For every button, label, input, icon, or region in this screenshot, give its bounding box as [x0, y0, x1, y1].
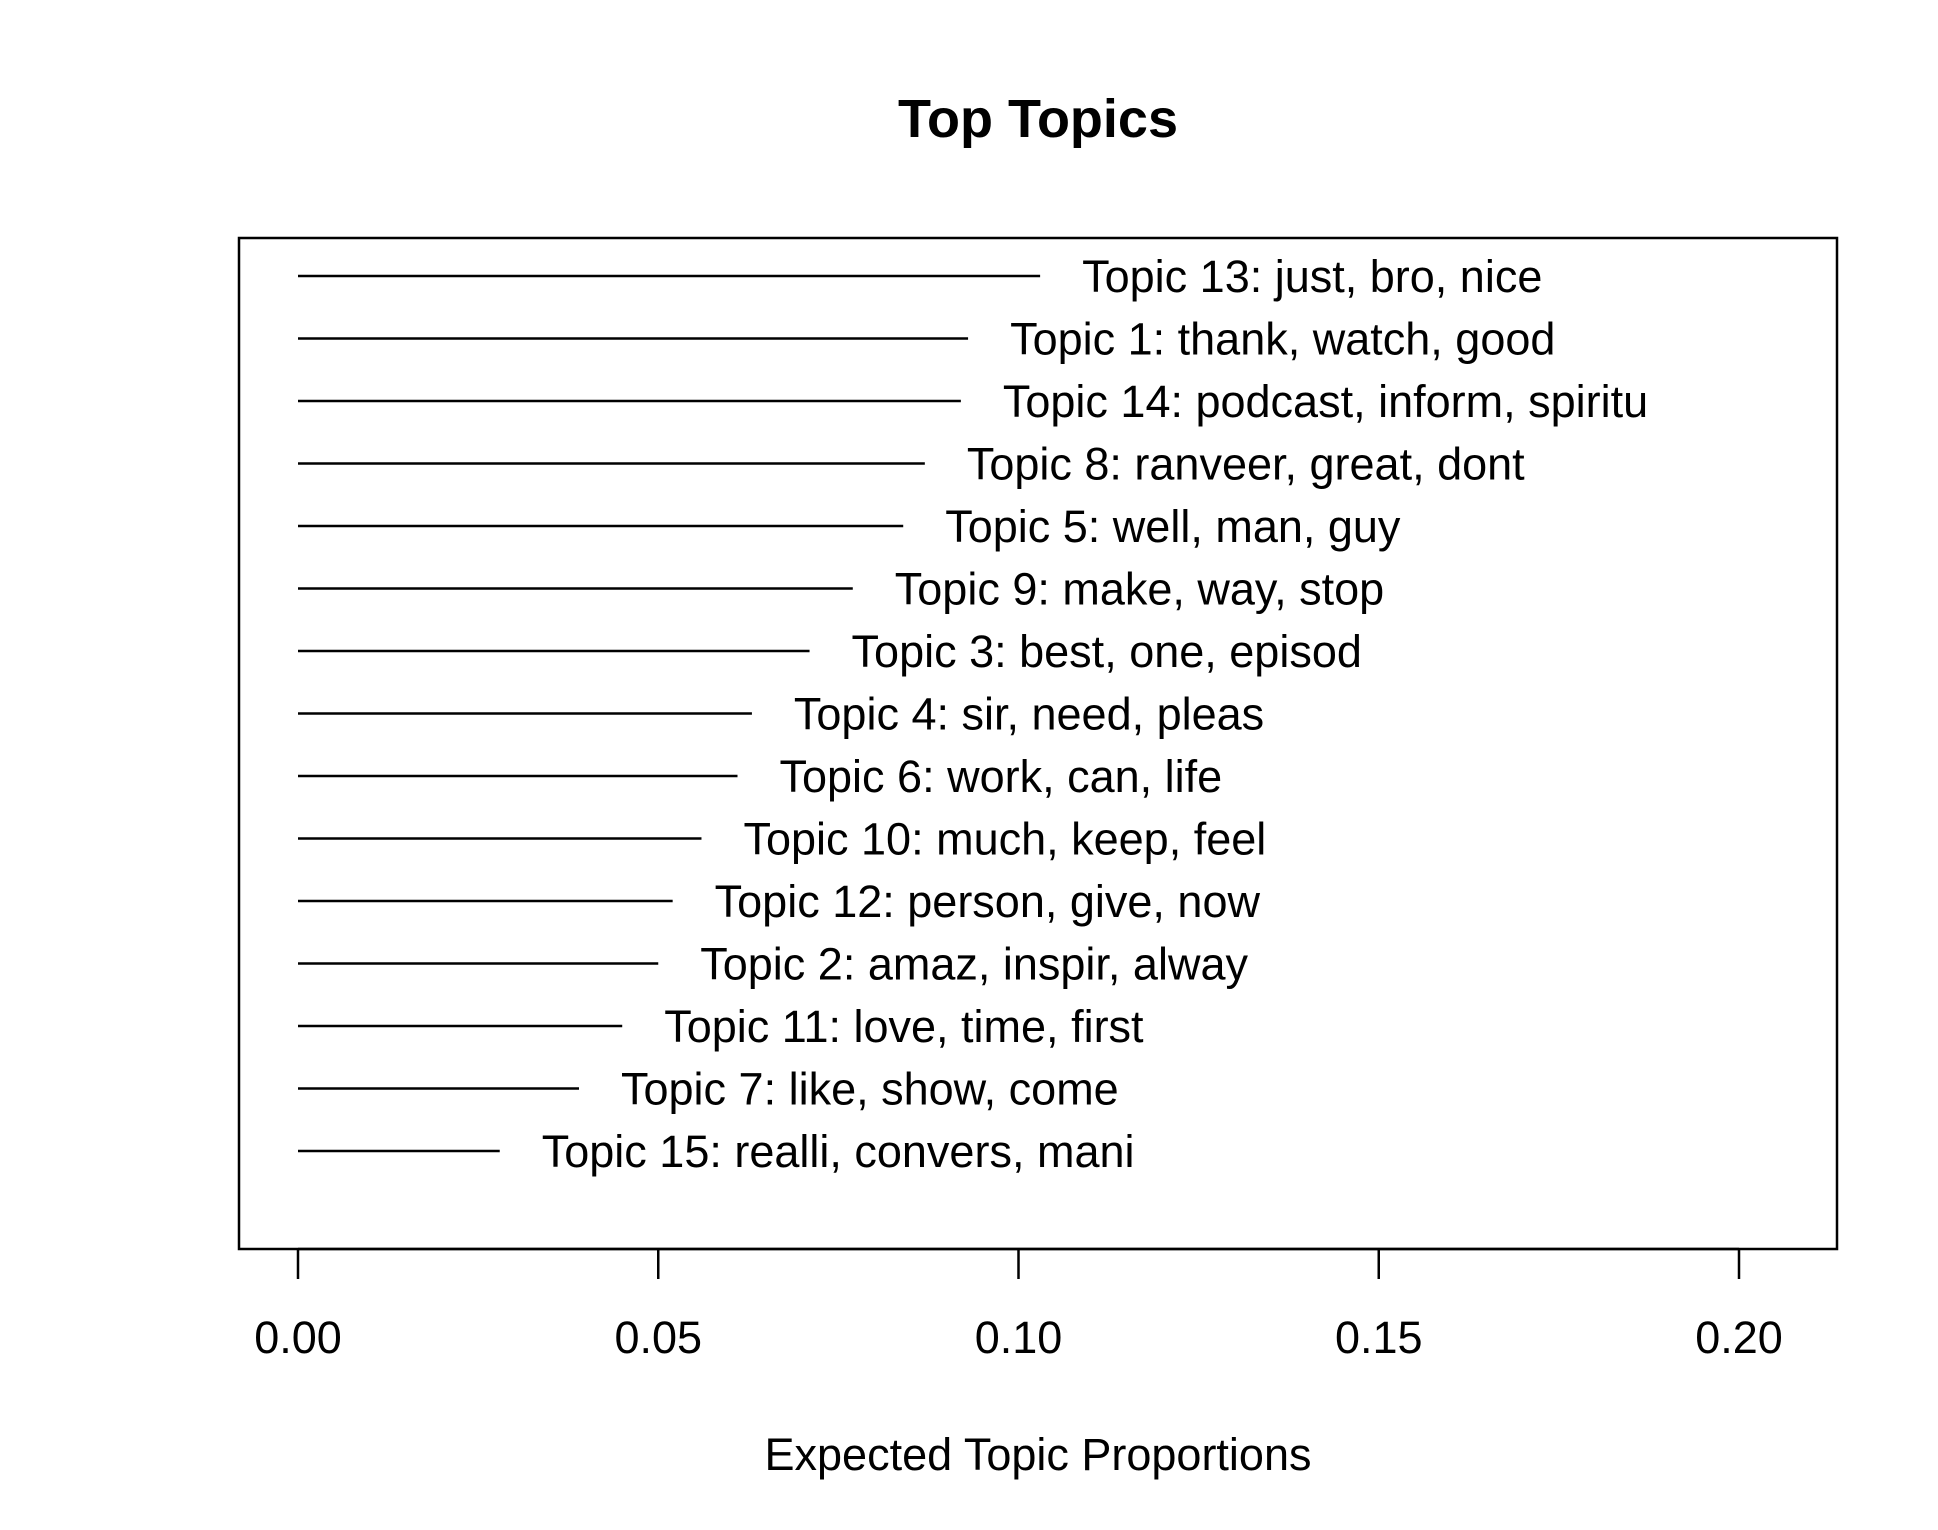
- topic-label: Topic 1: thank, watch, good: [1010, 314, 1555, 365]
- bar-series: [298, 274, 1041, 1153]
- x-tick-label: 0.20: [1695, 1312, 1783, 1363]
- topic-label: Topic 5: well, man, guy: [945, 501, 1401, 552]
- topic-label: Topic 14: podcast, inform, spiritu: [1003, 376, 1648, 427]
- topic-label: Topic 6: work, can, life: [780, 751, 1223, 802]
- x-axis-title: Expected Topic Proportions: [765, 1429, 1312, 1480]
- topic-label: Topic 2: amaz, inspir, alway: [700, 939, 1248, 990]
- x-tick-label: 0.10: [975, 1312, 1063, 1363]
- x-tick-label: 0.15: [1335, 1312, 1423, 1363]
- topic-label: Topic 15: realli, convers, mani: [542, 1126, 1135, 1177]
- x-tick-label: 0.05: [614, 1312, 702, 1363]
- topic-label: Topic 4: sir, need, pleas: [794, 689, 1264, 740]
- chart-title: Top Topics: [898, 89, 1178, 149]
- topic-label: Topic 13: just, bro, nice: [1082, 251, 1542, 302]
- topic-label: Topic 3: best, one, episod: [852, 626, 1362, 677]
- topic-label: Topic 11: love, time, first: [664, 1001, 1144, 1052]
- x-tick-label: 0.00: [254, 1312, 342, 1363]
- topic-label: Topic 9: make, way, stop: [895, 564, 1384, 615]
- topic-label: Topic 10: much, keep, feel: [743, 814, 1266, 865]
- topic-label: Topic 12: person, give, now: [715, 876, 1261, 927]
- topic-labels: Topic 13: just, bro, nice Topic 1: thank,…: [542, 251, 1648, 1177]
- topic-label: Topic 7: like, show, come: [621, 1064, 1119, 1115]
- topic-label: Topic 8: ranveer, great, dont: [967, 439, 1525, 490]
- x-axis: 0.00 0.05 0.10 0.15 0.20: [254, 1247, 1783, 1363]
